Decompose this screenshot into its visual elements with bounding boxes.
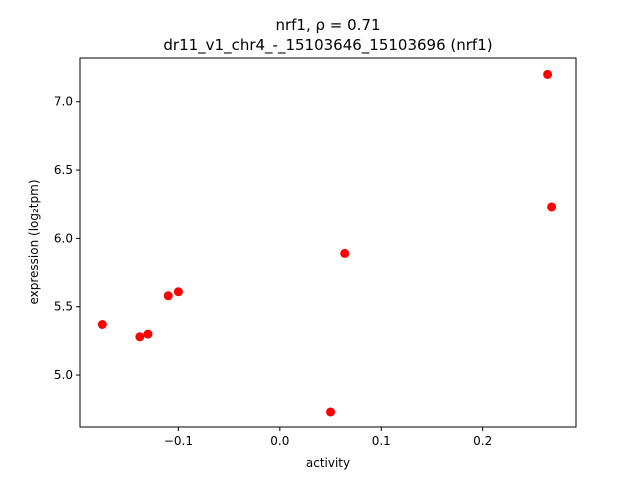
y-tick-label: 6.0 [54, 231, 73, 245]
x-tick-label: 0.0 [270, 434, 289, 448]
data-point [143, 329, 153, 339]
plot-frame [79, 57, 577, 428]
y-axis: 5.0 5.5 6.0 6.5 7.0 [54, 95, 80, 382]
y-tick-label: 5.5 [54, 300, 73, 314]
data-points [97, 69, 557, 417]
y-tick-label: 6.5 [54, 163, 73, 177]
chart-title-line2: dr11_v1_chr4_-_15103646_15103696 (nrf1) [163, 36, 492, 55]
data-point [547, 202, 557, 212]
data-point [135, 332, 145, 342]
chart-title-line1: nrf1, ρ = 0.71 [275, 16, 380, 34]
y-tick-label: 7.0 [54, 95, 73, 109]
data-point [340, 248, 350, 258]
data-point [326, 407, 336, 417]
y-tick-label: 5.0 [54, 368, 73, 382]
data-point [97, 320, 107, 329]
data-point [543, 69, 553, 79]
data-point [173, 287, 183, 297]
x-axis: −0.1 0.0 0.1 0.2 [164, 427, 492, 448]
x-tick-label: 0.2 [473, 434, 492, 448]
y-axis-label: expression (log₂tpm) [27, 179, 41, 304]
x-tick-label: 0.1 [372, 434, 391, 448]
x-tick-label: −0.1 [164, 434, 193, 448]
x-axis-label: activity [306, 456, 350, 470]
data-point [163, 291, 173, 301]
